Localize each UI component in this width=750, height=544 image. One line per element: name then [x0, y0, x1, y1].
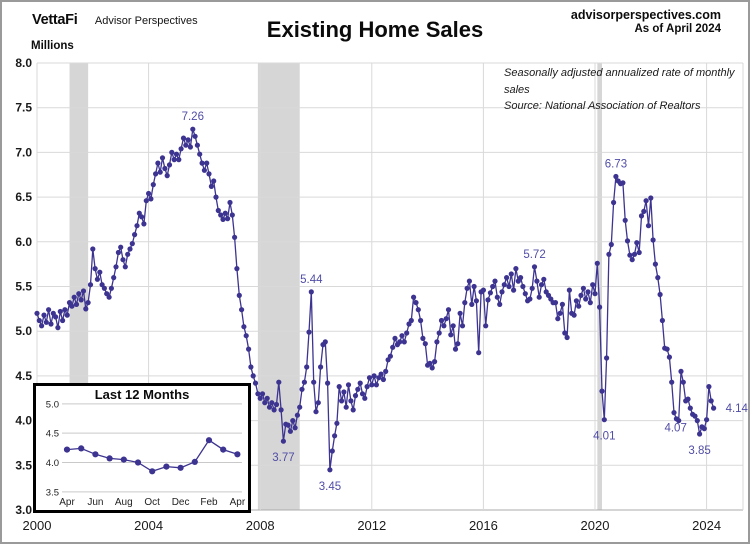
inset-sales-line: [66, 439, 238, 473]
svg-text:2020: 2020: [581, 518, 610, 533]
svg-text:Apr: Apr: [59, 497, 75, 508]
svg-text:7.5: 7.5: [15, 101, 32, 115]
header-left: VettaFi Advisor Perspectives: [32, 11, 198, 29]
svg-text:3.5: 3.5: [15, 458, 32, 472]
svg-text:3.0: 3.0: [15, 503, 32, 517]
svg-text:Oct: Oct: [144, 497, 160, 508]
svg-text:2004: 2004: [134, 518, 163, 533]
svg-text:4.0: 4.0: [15, 414, 32, 428]
vettafi-logo: VettaFi: [32, 12, 78, 28]
data-point-label: 6.73: [605, 159, 627, 171]
page-title: Existing Home Sales: [266, 17, 484, 42]
inset-data-markers: [63, 437, 241, 475]
svg-text:2008: 2008: [246, 518, 275, 533]
svg-text:5.0: 5.0: [15, 324, 32, 338]
advisor-perspectives-label: Advisor Perspectives: [94, 15, 198, 27]
y-tick-labels: 8.0 7.5 7.0 6.5 6.0 5.5 5.0 4.5 4.0 3.5 3.0: [15, 56, 32, 517]
svg-text:Apr: Apr: [230, 497, 246, 508]
svg-text:4.5: 4.5: [46, 429, 59, 440]
data-point-label: 3.77: [272, 452, 294, 464]
footnote-line-1: Seasonally adjusted annualized rate of m…: [504, 67, 735, 96]
data-point-label: 5.72: [523, 249, 545, 261]
data-point-label: 4.14: [726, 403, 749, 415]
svg-text:2024: 2024: [692, 518, 721, 533]
svg-text:6.5: 6.5: [15, 190, 32, 204]
data-markers: [34, 126, 717, 473]
data-point-label: 3.85: [688, 445, 710, 457]
site-url: advisorperspectives.com: [570, 8, 721, 22]
data-point-label: 5.44: [300, 274, 323, 286]
inset-gridlines: [62, 403, 242, 493]
svg-text:6.0: 6.0: [15, 235, 32, 249]
x-tick-labels: 2000 2004 2008 2012 2016 2020 2024: [23, 518, 722, 533]
header-right: advisorperspectives.com As of April 2024: [571, 8, 721, 35]
svg-text:4.5: 4.5: [15, 369, 32, 383]
svg-text:8.0: 8.0: [15, 56, 32, 70]
as-of-date: As of April 2024: [634, 23, 722, 35]
svg-text:2000: 2000: [23, 518, 52, 533]
footnote-line-2: Source: National Association of Realtors: [504, 100, 701, 112]
svg-text:2012: 2012: [357, 518, 386, 533]
inset-chart-title: Last 12 Months: [94, 387, 190, 402]
svg-text:7.0: 7.0: [15, 145, 32, 159]
sales-line-path: [36, 128, 715, 470]
chart-footnote: Seasonally adjusted annualized rate of m…: [504, 65, 748, 115]
svg-text:5.0: 5.0: [46, 399, 59, 410]
svg-text:3.5: 3.5: [46, 487, 59, 498]
svg-text:Feb: Feb: [200, 497, 218, 508]
data-point-label: 3.45: [319, 481, 341, 493]
data-point-label: 4.07: [664, 422, 686, 434]
inset-y-tick-labels: 5.0 4.5 4.0 3.5: [46, 399, 59, 498]
svg-text:Aug: Aug: [115, 497, 133, 508]
svg-text:Jun: Jun: [87, 497, 103, 508]
svg-text:Dec: Dec: [172, 497, 190, 508]
inset-x-tick-labels: Apr Jun Aug Oct Dec Feb Apr: [59, 497, 246, 508]
data-point-label: 4.01: [593, 431, 615, 443]
sales-line: [36, 128, 715, 470]
svg-text:2016: 2016: [469, 518, 498, 533]
inset-line-path: [66, 439, 238, 473]
inset-chart-frame: Last 12 Months 5.0 4.5 4.0 3.5 Apr Jun Aug Oct D…: [33, 383, 251, 513]
data-point-label: 7.26: [182, 111, 204, 123]
svg-text:5.5: 5.5: [15, 280, 32, 294]
annotations: 7.26 3.77 5.44 3.45 5.72 4.01 6.73 4.073.85 4.14: [182, 111, 749, 493]
svg-text:4.0: 4.0: [46, 458, 59, 469]
y-axis-units-label: Millions: [31, 40, 74, 52]
